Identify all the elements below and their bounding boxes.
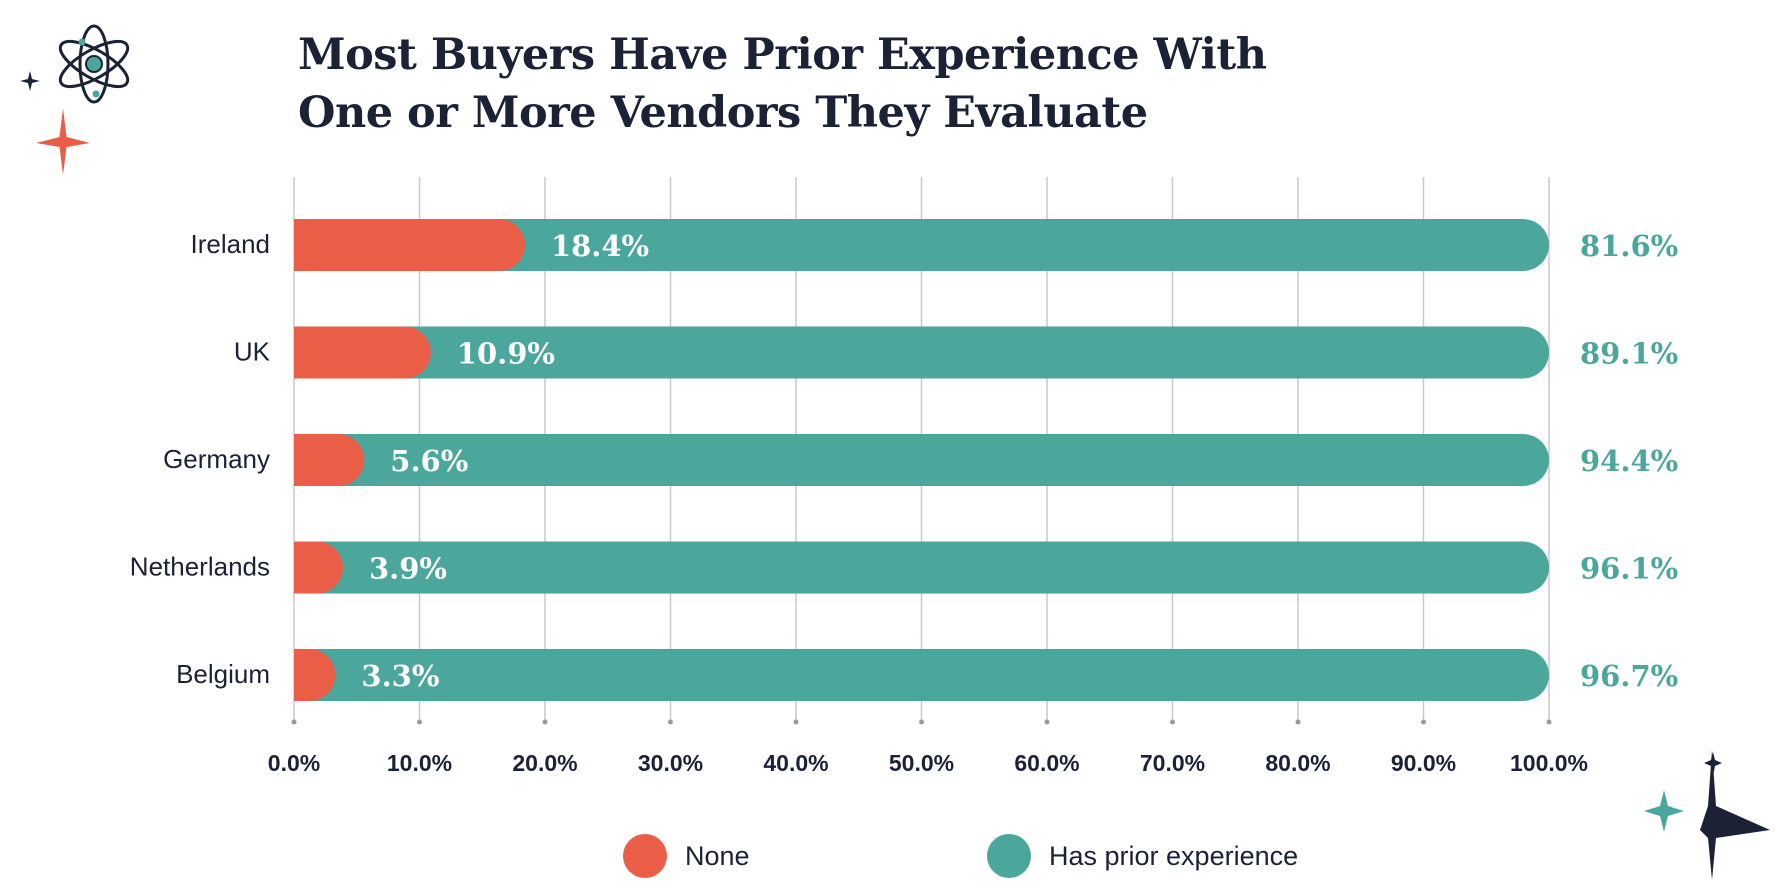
sparkle-icon (36, 108, 90, 175)
x-tick-label: 0.0% (268, 750, 320, 776)
tick-mark (417, 719, 422, 725)
tick-mark (1421, 719, 1426, 725)
category-label: Belgium (176, 659, 270, 689)
tick-mark (793, 719, 799, 725)
data-label-has-prior-experience: 96.1% (1580, 552, 1678, 586)
tick-mark (1170, 719, 1175, 725)
bar-has-prior-experience (294, 649, 1549, 701)
x-tick-label: 100.0% (1510, 750, 1588, 776)
tick-mark (1044, 719, 1050, 725)
bar-none (294, 434, 365, 486)
x-tick-label: 10.0% (387, 750, 452, 776)
tick-mark (668, 719, 673, 725)
bar-none (294, 541, 343, 594)
legend-swatch-has-prior-experience (987, 834, 1031, 878)
x-tick-label: 30.0% (638, 750, 703, 776)
sparkle-icon (1704, 752, 1722, 776)
x-tick-label: 40.0% (763, 750, 828, 776)
tick-mark (919, 719, 924, 725)
data-label-none: 3.9% (369, 552, 447, 586)
legend-swatch-none (623, 834, 667, 878)
data-label-none: 5.6% (390, 444, 468, 478)
chart-title-line-1: Most Buyers Have Prior Experience With (298, 30, 1267, 80)
category-label: UK (234, 337, 271, 367)
bar-has-prior-experience (294, 219, 1549, 271)
x-tick-label: 50.0% (889, 750, 954, 776)
chart-title: Most Buyers Have Prior Experience With O… (298, 26, 1398, 142)
data-label-has-prior-experience: 81.6% (1580, 229, 1678, 263)
sparkle-icon (20, 71, 40, 91)
chart-title-line-2: One or More Vendors They Evaluate (298, 88, 1148, 138)
data-label-has-prior-experience: 89.1% (1580, 337, 1678, 371)
data-label-none: 3.3% (361, 659, 439, 693)
sparkle-icon (1644, 790, 1684, 832)
tick-mark (1295, 719, 1301, 725)
x-tick-label: 90.0% (1391, 750, 1456, 776)
bar-has-prior-experience (294, 541, 1549, 594)
legend: None Has prior experience (623, 834, 1298, 878)
x-tick-label: 20.0% (512, 750, 577, 776)
tick-mark (542, 719, 548, 725)
bar-has-prior-experience (294, 434, 1549, 486)
data-label-none: 18.4% (551, 229, 649, 263)
x-tick-label: 80.0% (1265, 750, 1330, 776)
legend-label-none: None (685, 841, 750, 871)
data-label-none: 10.9% (457, 337, 555, 371)
tick-mark (291, 719, 297, 725)
data-label-has-prior-experience: 94.4% (1580, 444, 1678, 478)
bar-none (294, 326, 431, 379)
category-label: Ireland (191, 229, 271, 259)
x-tick-label: 60.0% (1014, 750, 1079, 776)
sparkle-icon (1700, 750, 1770, 880)
bar-none (294, 649, 336, 701)
category-label: Germany (163, 444, 270, 474)
atom-icon (58, 24, 130, 104)
tick-mark (1546, 719, 1552, 725)
data-label-has-prior-experience: 96.7% (1580, 659, 1678, 693)
legend-label-has-prior-experience: Has prior experience (1049, 841, 1298, 871)
category-label: Netherlands (130, 552, 270, 582)
bars (294, 219, 1549, 701)
bar-has-prior-experience (294, 326, 1549, 379)
x-axis: 0.0% 10.0% 20.0% 30.0% 40.0% 50.0% 60.0% 70.0% 8… (268, 719, 1588, 776)
bar-none (294, 219, 525, 271)
x-tick-label: 70.0% (1140, 750, 1205, 776)
labels: Ireland 18.4% 81.6% UK 10.9% 89.1% Germany 5.6%… (130, 229, 1678, 693)
